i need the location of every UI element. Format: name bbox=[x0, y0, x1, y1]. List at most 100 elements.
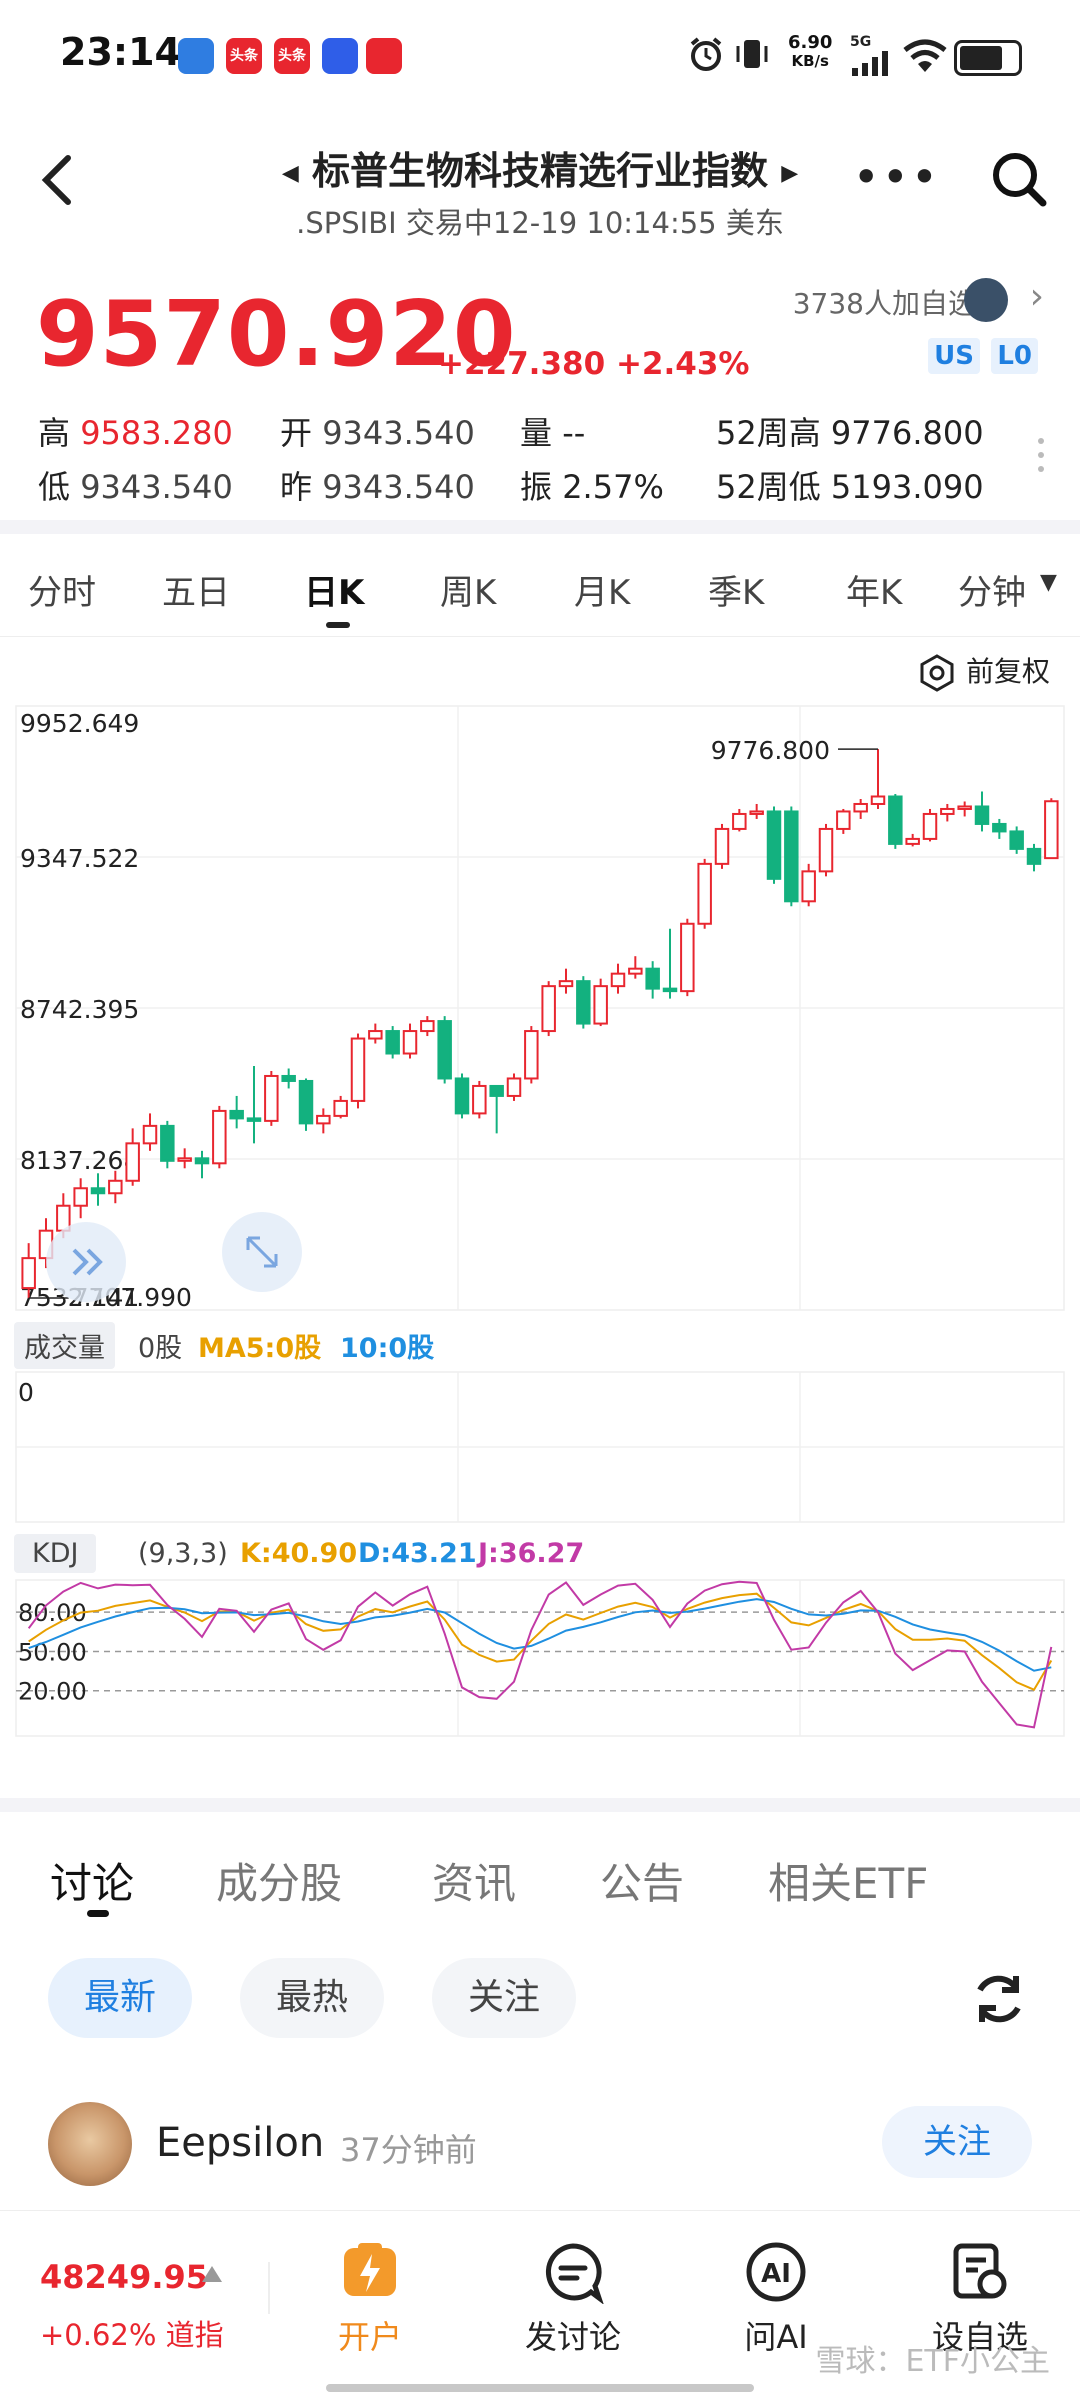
filter-pill-1[interactable]: 最热 bbox=[240, 1958, 385, 2038]
ai-icon: AI bbox=[744, 2240, 808, 2304]
nav-ask-ai[interactable]: AI 问AI bbox=[706, 2240, 846, 2358]
post-username[interactable]: Eepsilon bbox=[156, 2120, 325, 2166]
volume-ma5: MA5:0股 bbox=[198, 1333, 322, 1364]
filter-pill-2[interactable]: 关注 bbox=[432, 1958, 577, 2038]
chevron-right-icon[interactable]: › bbox=[1029, 276, 1044, 317]
candle-body bbox=[766, 810, 782, 880]
candle-body bbox=[628, 967, 643, 975]
content-tab-0[interactable]: 讨论 bbox=[50, 1859, 135, 1908]
settings-hex-icon bbox=[920, 654, 954, 692]
volume-value: 0股 bbox=[138, 1333, 183, 1364]
candle-body bbox=[472, 1084, 487, 1115]
dji-value[interactable]: 48249.95 bbox=[40, 2258, 209, 2296]
kdj-j-line bbox=[27, 1580, 1053, 1729]
candle-body bbox=[160, 1124, 175, 1162]
kdj-k-line bbox=[28, 1592, 1053, 1691]
toutiao-icon-1: 头条 bbox=[226, 38, 262, 74]
candle-body bbox=[437, 1020, 452, 1080]
expand-icon bbox=[246, 1236, 278, 1268]
alarm-icon bbox=[686, 34, 726, 78]
candle-body bbox=[212, 1109, 227, 1165]
candle-body bbox=[974, 805, 990, 825]
candle-body bbox=[888, 795, 903, 845]
stat-volume: 量 -- bbox=[520, 414, 586, 452]
follow-user-button[interactable]: 关注 bbox=[882, 2106, 1032, 2178]
user-avatar[interactable] bbox=[48, 2102, 132, 2186]
period-tab-indicator bbox=[326, 622, 350, 628]
period-tab-7[interactable]: 分钟 bbox=[958, 573, 1026, 613]
kline-chart[interactable]: 9952.6499347.5228742.3958137.2687532.141… bbox=[0, 700, 1080, 1760]
candle-body bbox=[1026, 847, 1042, 865]
kdj-params: (9,3,3) bbox=[138, 1538, 228, 1569]
period-tab-4[interactable]: 月K bbox=[574, 573, 631, 613]
add-watchlist-icon bbox=[948, 2240, 1012, 2304]
prev-stock-arrow[interactable]: ◀ bbox=[281, 161, 299, 186]
candle-body bbox=[992, 822, 1007, 833]
period-tab-6[interactable]: 年K bbox=[846, 573, 903, 613]
candle-body bbox=[853, 802, 868, 813]
signal-icon: 5G bbox=[850, 34, 892, 80]
candle-body bbox=[1044, 800, 1059, 860]
content-tab-1[interactable]: 成分股 bbox=[216, 1859, 343, 1908]
price-change: +227.380 +2.43% bbox=[438, 346, 750, 382]
candle-body bbox=[125, 1142, 140, 1182]
refresh-icon[interactable] bbox=[968, 1968, 1030, 2030]
home-indicator[interactable] bbox=[326, 2384, 754, 2392]
candle-body bbox=[749, 810, 764, 815]
period-tab-2[interactable]: 日K bbox=[304, 573, 365, 613]
candle-body bbox=[940, 807, 955, 815]
net-unit: KB/s bbox=[791, 52, 829, 70]
more-icon[interactable]: ••• bbox=[852, 150, 940, 204]
candle-body bbox=[905, 837, 920, 845]
nav-post-discussion[interactable]: 发讨论 bbox=[503, 2240, 643, 2358]
candle-body bbox=[368, 1030, 383, 1040]
period-tab-5[interactable]: 季K bbox=[708, 573, 765, 613]
filter-pill-0[interactable]: 最新 bbox=[48, 1958, 193, 2038]
next-stock-arrow[interactable]: ▶ bbox=[781, 161, 799, 186]
candle-body bbox=[385, 1030, 400, 1055]
content-tab-3[interactable]: 公告 bbox=[600, 1859, 685, 1908]
kdj-d-line bbox=[28, 1598, 1052, 1672]
candle-body bbox=[732, 812, 747, 830]
fullscreen-button[interactable] bbox=[222, 1212, 302, 1292]
nav-open-account[interactable]: 开户 bbox=[300, 2240, 440, 2358]
price-adjust-label: 前复权 bbox=[965, 655, 1050, 688]
chart-scroll-button[interactable] bbox=[46, 1222, 126, 1302]
nav-add-watchlist[interactable]: 设自选 bbox=[910, 2240, 1050, 2358]
stat-open: 开 9343.540 bbox=[280, 414, 475, 452]
period-tab-1[interactable]: 五日 bbox=[162, 573, 230, 613]
content-tab-2[interactable]: 资讯 bbox=[432, 1859, 517, 1908]
candle-body bbox=[298, 1079, 314, 1125]
section-divider bbox=[0, 520, 1080, 534]
stat-prev-close: 昨 9343.540 bbox=[280, 468, 475, 506]
stat-52w-low: 52周低 5193.090 bbox=[716, 468, 984, 506]
page-subtitle: .SPSIBI 交易中12-19 10:14:55 美东 bbox=[296, 206, 784, 240]
candle-body bbox=[818, 827, 834, 873]
period-tab-0[interactable]: 分时 bbox=[28, 573, 96, 613]
lightning-icon bbox=[338, 2240, 402, 2304]
content-tab-4[interactable]: 相关ETF bbox=[768, 1859, 929, 1908]
price-adjust-selector[interactable]: 前复权 bbox=[917, 650, 1050, 693]
candle-body bbox=[489, 1084, 504, 1097]
double-chevron-right-icon bbox=[72, 1248, 103, 1276]
period-tab-3[interactable]: 周K bbox=[440, 573, 497, 613]
baidu-icon bbox=[322, 38, 358, 74]
follower-avatar[interactable] bbox=[964, 278, 1008, 322]
back-button[interactable] bbox=[38, 150, 78, 225]
dji-change[interactable]: +0.62% 道指 bbox=[40, 2318, 224, 2352]
candle-body bbox=[558, 980, 574, 988]
nav-post-discussion-label: 发讨论 bbox=[524, 2318, 621, 2356]
candle-body bbox=[333, 1099, 348, 1117]
kdj-label[interactable]: KDJ bbox=[14, 1534, 97, 1573]
y-tick-label: 9952.649 bbox=[20, 709, 139, 738]
y-tick-label: 8742.395 bbox=[20, 995, 139, 1024]
volume-label[interactable]: 成交量 bbox=[14, 1322, 115, 1369]
nav-add-watchlist-label: 设自选 bbox=[931, 2318, 1028, 2356]
search-icon[interactable] bbox=[990, 150, 1047, 207]
page-title: 标普生物科技精选行业指数 bbox=[311, 149, 768, 193]
chevron-down-icon[interactable]: ▼ bbox=[1040, 570, 1057, 595]
more-stats-icon[interactable] bbox=[1038, 430, 1046, 480]
app-icon-1 bbox=[178, 38, 214, 74]
follow-count[interactable]: 3738人加自选 bbox=[792, 287, 976, 320]
y-tick-label: 9347.522 bbox=[20, 844, 139, 873]
